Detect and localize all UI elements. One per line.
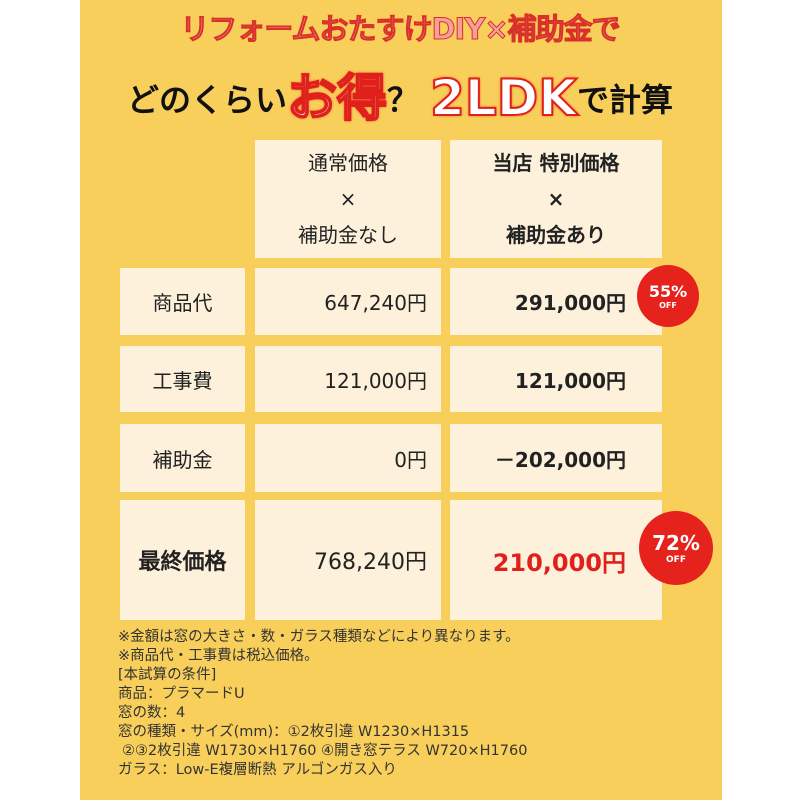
discount-badge: 72% OFF xyxy=(642,514,710,582)
header-normal: 通常価格 × 補助金なし xyxy=(255,140,441,258)
headline-line2: どのくらいお得？ 2LDKで計算 xyxy=(126,68,674,128)
note-line: ※金額は窓の大きさ・数・ガラス種類などにより異なります。 xyxy=(118,629,520,645)
note-line: 窓の数：4 xyxy=(118,705,186,721)
special-price: 121,000円 xyxy=(450,346,662,412)
final-special-price: 210,000円 xyxy=(450,500,662,620)
headline-line1: リフォームおたすけDIY×補助金で xyxy=(180,12,621,47)
note-line: 窓の種類・サイズ(mm)：①2枚引違 W1230×H1315 xyxy=(118,724,470,740)
row-label: 商品代 xyxy=(120,268,245,335)
normal-price: 647,240円 xyxy=(255,268,441,335)
note-line: ※商品代・工事費は税込価格。 xyxy=(118,648,319,664)
row-label: 工事費 xyxy=(120,346,245,412)
header-special: 当店 特別価格 × 補助金あり xyxy=(450,140,662,258)
notes: ※金額は窓の大きさ・数・ガラス種類などにより異なります。 ※商品代・工事費は税込… xyxy=(118,628,527,780)
note-line: ②③2枚引違 W1730×H1760 ④開き窓テラス W720×H1760 xyxy=(122,743,528,759)
note-line: 商品：プラマードU xyxy=(118,686,245,702)
row-label: 補助金 xyxy=(120,424,245,492)
note-line: ガラス：Low-E複層断熱 アルゴンガス入り xyxy=(118,762,397,778)
note-line: [本試算の条件] xyxy=(118,667,217,683)
discount-badge: 55% OFF xyxy=(640,268,696,324)
normal-price: 0円 xyxy=(255,424,441,492)
normal-price: 121,000円 xyxy=(255,346,441,412)
special-price: －202,000円 xyxy=(450,424,662,492)
special-price: 291,000円 xyxy=(450,268,662,335)
normal-price: 768,240円 xyxy=(255,500,441,620)
row-label: 最終価格 xyxy=(120,500,245,620)
